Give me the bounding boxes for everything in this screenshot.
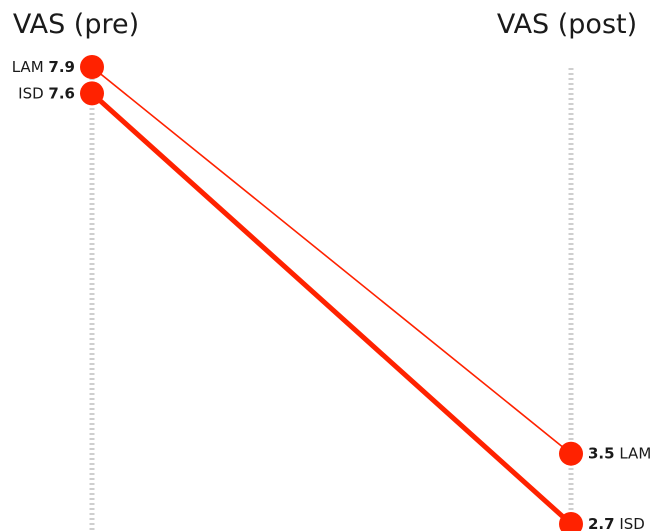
data-label-lam-pre: LAM 7.9 <box>12 58 75 76</box>
data-labels: LAM 7.9 3.5 LAM ISD 7.6 2.7 ISD <box>12 58 652 531</box>
value-label: 2.7 <box>588 515 615 531</box>
point-lam-post <box>559 441 583 466</box>
value-label: 3.5 <box>588 445 615 463</box>
point-isd-pre <box>80 81 104 106</box>
series-name-label: LAM <box>619 445 651 463</box>
series-line-lam <box>91 66 572 455</box>
series-name-label: LAM <box>12 58 44 76</box>
data-label-lam-post: 3.5 LAM <box>588 445 651 463</box>
slope-lines <box>89 66 574 527</box>
value-label: 7.9 <box>48 58 75 76</box>
column-title-post: VAS (post) <box>497 9 637 40</box>
point-isd-post <box>559 512 583 531</box>
series-name-label: ISD <box>18 84 44 102</box>
data-label-isd-post: 2.7 ISD <box>588 515 645 531</box>
column-titles: VAS (pre) VAS (post) <box>13 9 637 40</box>
data-points <box>80 55 583 531</box>
point-lam-pre <box>80 55 104 79</box>
data-label-isd-pre: ISD 7.6 <box>18 84 75 102</box>
series-line-isd <box>89 90 574 527</box>
series-name-label: ISD <box>619 515 645 531</box>
column-title-pre: VAS (pre) <box>13 9 139 40</box>
value-label: 7.6 <box>48 84 75 102</box>
